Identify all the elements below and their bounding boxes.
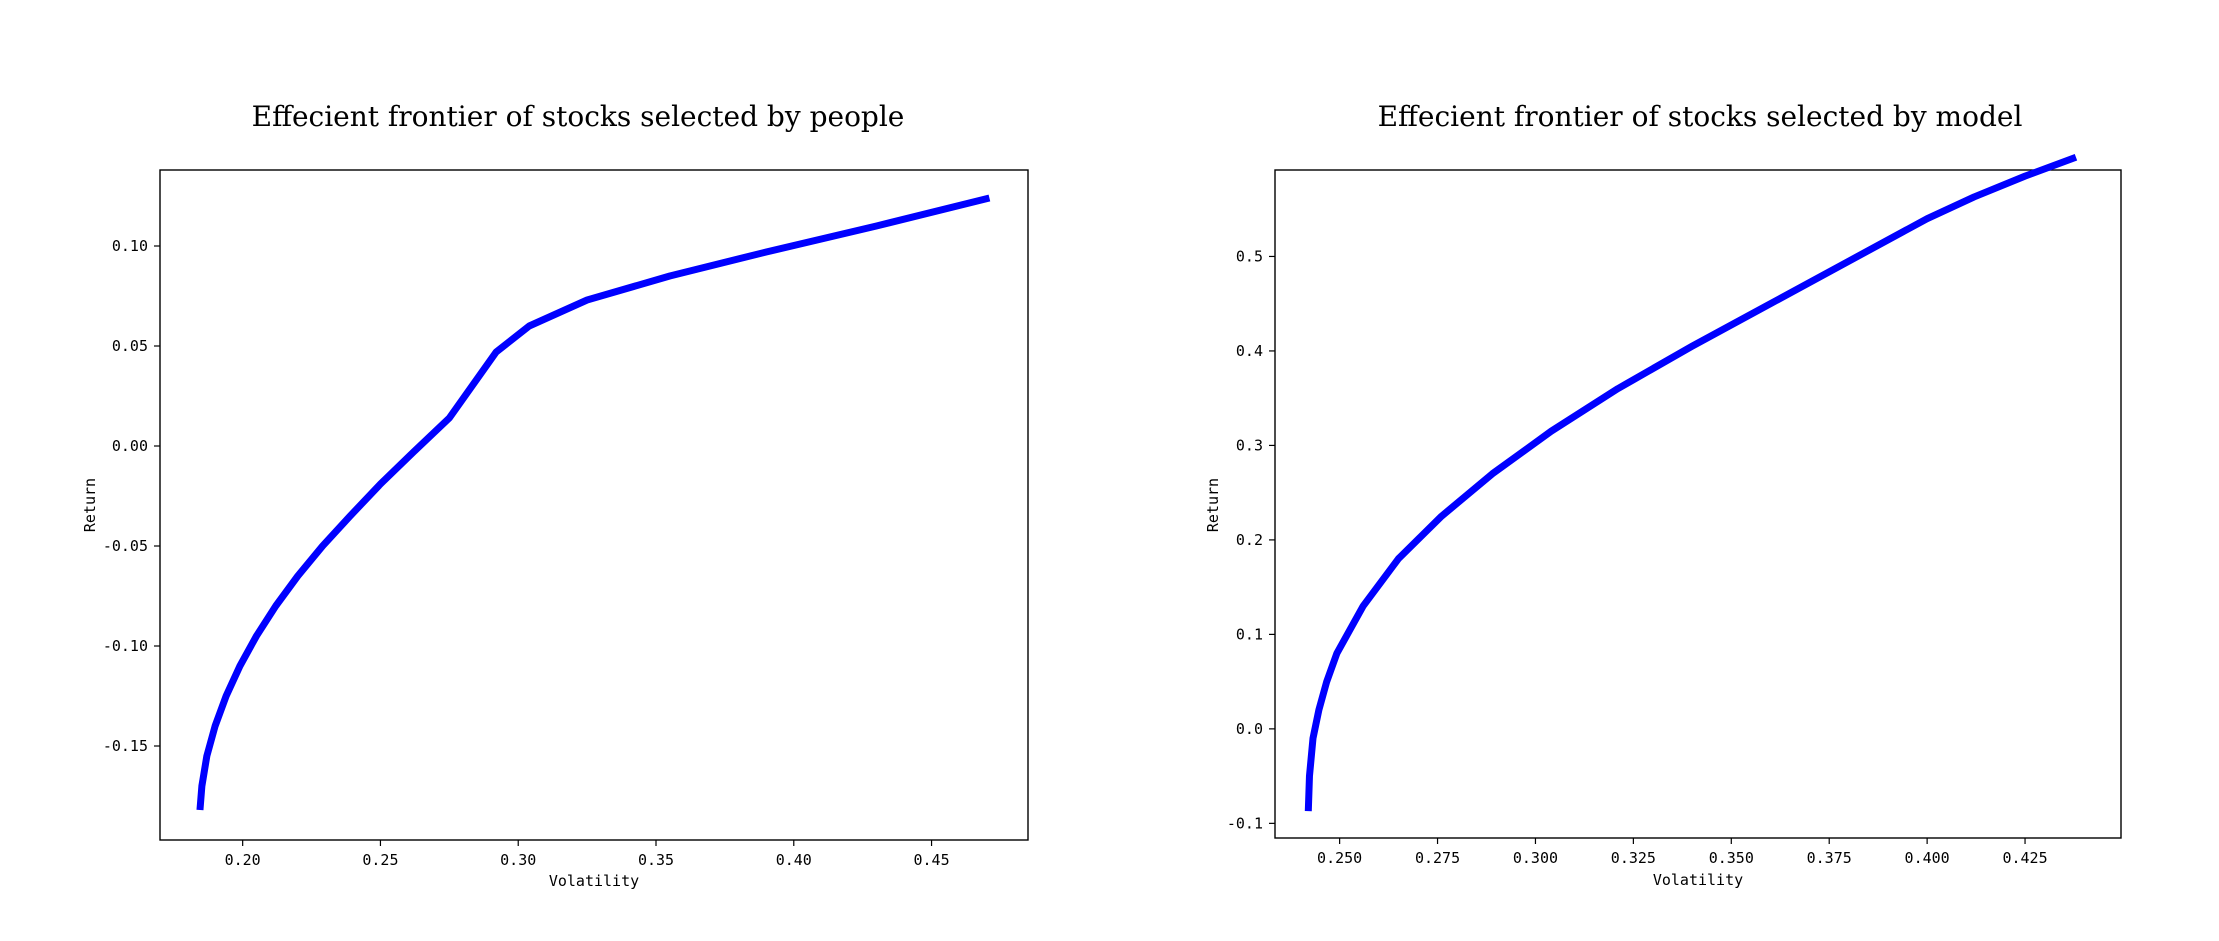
y-tick-label: -0.10 (103, 637, 148, 655)
x-tick-label: 0.40 (776, 851, 812, 869)
y-tick-label: 0.0 (1236, 720, 1263, 738)
x-tick-label: 0.425 (2002, 849, 2047, 867)
x-tick-label: 0.20 (225, 851, 261, 869)
y-tick-label: 0.1 (1236, 625, 1263, 643)
x-tick-label: 0.275 (1415, 849, 1460, 867)
series-group (196, 194, 991, 811)
series-line (1304, 153, 2078, 812)
x-tick-label: 0.350 (1709, 849, 1754, 867)
y-axis-label: Return (1204, 478, 1222, 532)
y-tick-label: 0.2 (1236, 531, 1263, 549)
y-ticks: 0.5 0.4 0.3 0.2 0.1 0.0 -0.1 (1227, 247, 1275, 832)
y-tick-label: 0.4 (1236, 342, 1263, 360)
plot-frame (1274, 169, 2122, 839)
y-axis-label: Return (81, 478, 99, 532)
x-tick-label: 0.325 (1611, 849, 1656, 867)
x-tick-label: 0.250 (1317, 849, 1362, 867)
series-line (196, 194, 991, 811)
x-ticks: 0.250 0.275 0.300 0.325 0.350 0.375 0.400 0.425 (1317, 838, 2048, 867)
y-tick-label: 0.5 (1236, 247, 1263, 265)
x-tick-label: 0.25 (362, 851, 398, 869)
y-tick-label: -0.1 (1227, 814, 1263, 832)
y-tick-label: 0.3 (1236, 436, 1263, 454)
x-tick-label: 0.45 (913, 851, 949, 869)
series-group (1304, 153, 2078, 812)
x-tick-label: 0.400 (1905, 849, 1950, 867)
x-axis-label: Volatility (549, 872, 639, 890)
y-tick-label: -0.05 (103, 537, 148, 555)
y-tick-label: 0.05 (112, 337, 148, 355)
y-tick-label: 0.00 (112, 437, 148, 455)
x-ticks: 0.20 0.25 0.30 0.35 0.40 0.45 (225, 840, 950, 869)
chart-people: Effecient frontier of stocks selected by… (81, 100, 1029, 890)
y-tick-label: 0.10 (112, 237, 148, 255)
chart-model: Effecient frontier of stocks selected by… (1204, 100, 2122, 889)
x-tick-label: 0.35 (638, 851, 674, 869)
x-tick-label: 0.30 (500, 851, 536, 869)
x-tick-label: 0.375 (1807, 849, 1852, 867)
y-tick-label: -0.15 (103, 737, 148, 755)
x-tick-label: 0.300 (1513, 849, 1558, 867)
plot-frame (159, 169, 1029, 841)
chart-title: Effecient frontier of stocks selected by… (1378, 100, 2023, 133)
y-ticks: 0.10 0.05 0.00 -0.05 -0.10 -0.15 (103, 237, 160, 755)
chart-title: Effecient frontier of stocks selected by… (252, 100, 905, 133)
x-axis-label: Volatility (1653, 871, 1743, 889)
